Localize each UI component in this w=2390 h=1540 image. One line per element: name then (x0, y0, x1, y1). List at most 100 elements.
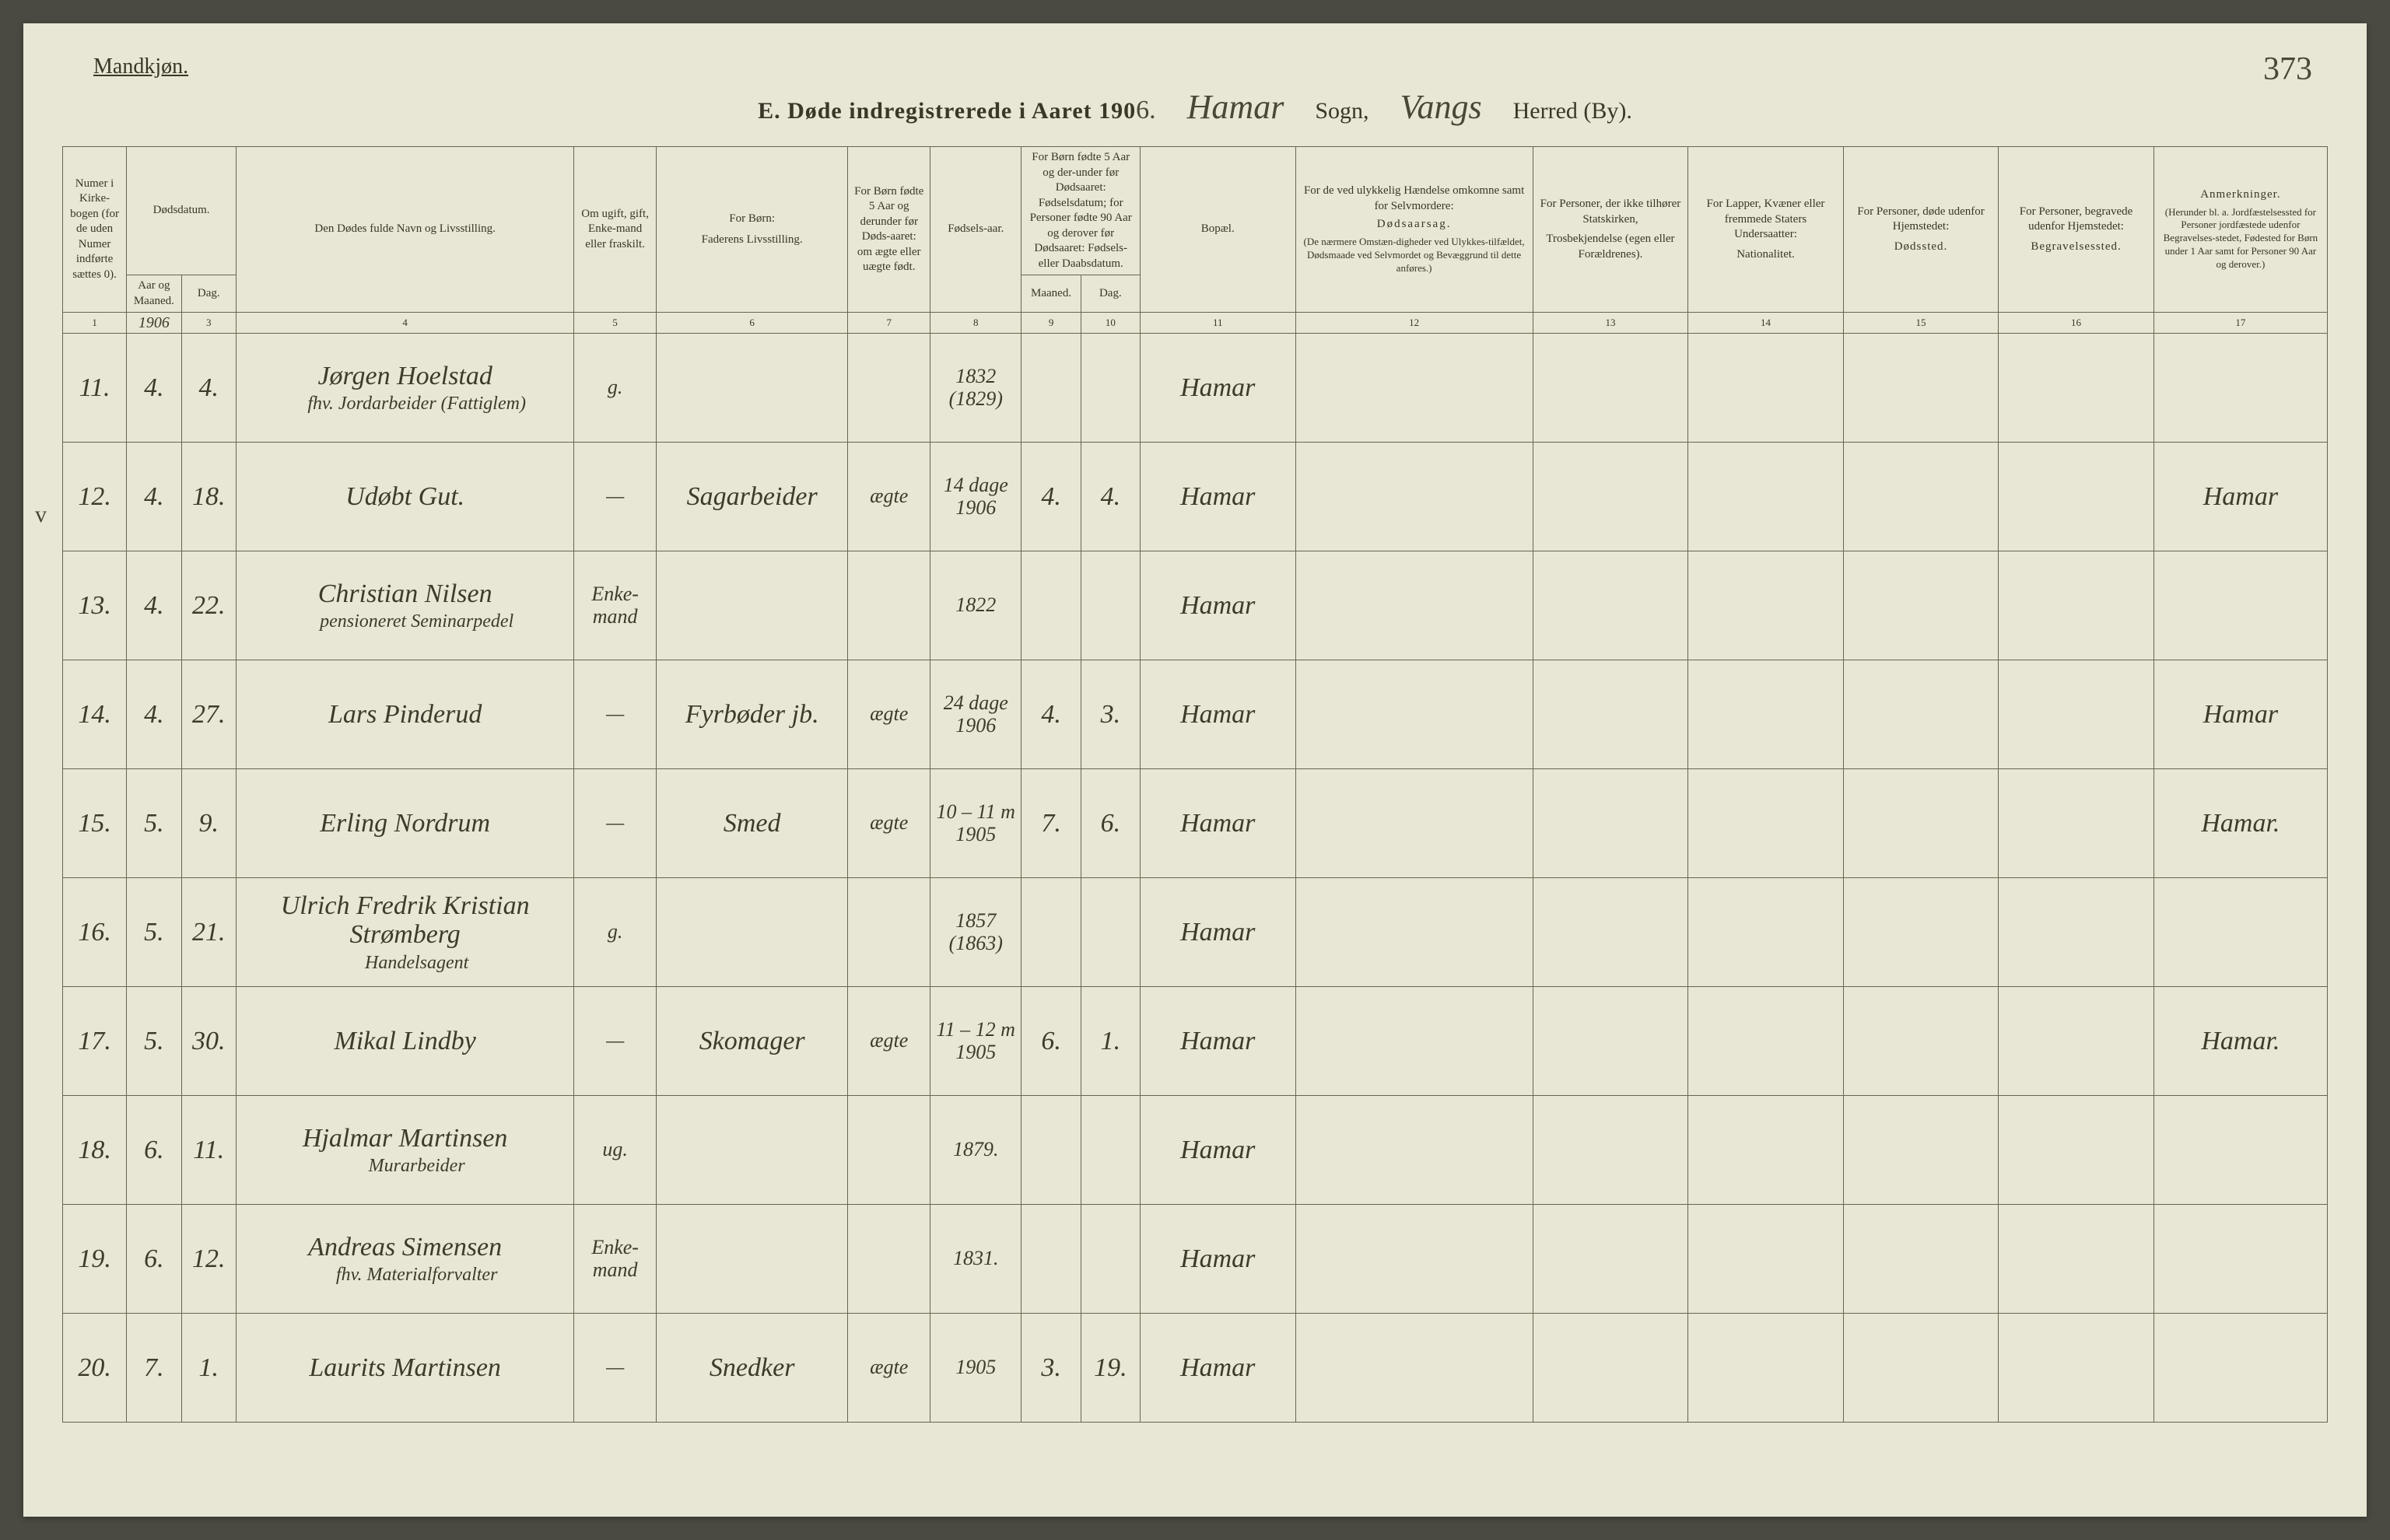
cell-status: — (574, 443, 657, 551)
cell-birth-month (1022, 1096, 1081, 1205)
coln-2: 1906 (127, 313, 181, 334)
cell-birthyear: 10 – 11 m1905 (930, 769, 1022, 878)
cell-father (656, 1205, 847, 1314)
cell-birth-month: 3. (1022, 1314, 1081, 1423)
cell-c15 (1843, 1096, 1999, 1205)
cell-c15 (1843, 551, 1999, 660)
cell-c17: Hamar (2153, 660, 2327, 769)
cell-num: 16. (63, 878, 127, 987)
coln-14: 14 (1688, 313, 1844, 334)
cell-c12 (1295, 1096, 1533, 1205)
h-c11: Bopæl. (1140, 147, 1295, 313)
cell-name: Ulrich Fredrik Kristian StrømbergHandels… (237, 878, 574, 987)
cell-c16 (1999, 1205, 2154, 1314)
cell-name: Lars Pinderud (237, 660, 574, 769)
cell-month: 5. (127, 769, 181, 878)
cell-c17 (2153, 1096, 2327, 1205)
cell-num: 20. (63, 1314, 127, 1423)
table-body: 11.4.4.Jørgen Hoelstadfhv. Jordarbeider … (63, 334, 2328, 1423)
cell-c17 (2153, 551, 2327, 660)
cell-c16 (1999, 443, 2154, 551)
h-c14: For Lapper, Kvæner eller fremmede Stater… (1688, 147, 1844, 313)
cell-c16 (1999, 1314, 2154, 1423)
h-c9: Maaned. (1022, 275, 1081, 313)
cell-place: Hamar (1140, 551, 1295, 660)
table-row: 13.4.22.Christian Nilsenpensioneret Semi… (63, 551, 2328, 660)
cell-birth-month: 4. (1022, 660, 1081, 769)
cell-legit: ægte (848, 987, 930, 1096)
cell-c12 (1295, 334, 1533, 443)
cell-c16 (1999, 334, 2154, 443)
cell-c14 (1688, 1096, 1844, 1205)
h-c1: Numer i Kirke-bogen (for de uden Numer i… (63, 147, 127, 313)
cell-c13 (1533, 1205, 1688, 1314)
cell-father: Smed (656, 769, 847, 878)
margin-mark: v (35, 502, 47, 528)
cell-month: 6. (127, 1096, 181, 1205)
cell-birthyear: 1831. (930, 1205, 1022, 1314)
cell-c12 (1295, 443, 1533, 551)
cell-c13 (1533, 1096, 1688, 1205)
cell-num: 17. (63, 987, 127, 1096)
cell-c15 (1843, 769, 1999, 878)
cell-birth-day (1081, 878, 1140, 987)
cell-c17: Hamar. (2153, 769, 2327, 878)
cell-status: — (574, 1314, 657, 1423)
column-number-row: 1 1906 3 4 5 6 7 8 9 10 11 12 13 14 15 1… (63, 313, 2328, 334)
cell-birth-month: 7. (1022, 769, 1081, 878)
cell-birth-month (1022, 551, 1081, 660)
coln-16: 16 (1999, 313, 2154, 334)
cell-c16 (1999, 987, 2154, 1096)
cell-c14 (1688, 660, 1844, 769)
cell-day: 9. (181, 769, 236, 878)
h-c17-top: Anmerkninger. (2159, 187, 2322, 203)
title-row: E. Døde indregistrerede i Aaret 1906. Ha… (62, 87, 2328, 127)
cell-c15 (1843, 660, 1999, 769)
cell-c14 (1688, 334, 1844, 443)
cell-c12 (1295, 769, 1533, 878)
cell-c14 (1688, 1205, 1844, 1314)
table-row: 14.4.27.Lars Pinderud—Fyrbøder jb.ægte24… (63, 660, 2328, 769)
cell-c13 (1533, 443, 1688, 551)
h-c6-bot: Faderens Livsstilling. (661, 233, 843, 248)
cell-c17 (2153, 334, 2327, 443)
h-c4: Den Dødes fulde Navn og Livsstilling. (237, 147, 574, 313)
cell-c12 (1295, 660, 1533, 769)
coln-7: 7 (848, 313, 930, 334)
cell-place: Hamar (1140, 443, 1295, 551)
h-c16-bot: Begravelsessted. (2003, 240, 2149, 255)
cell-num: 15. (63, 769, 127, 878)
cell-day: 27. (181, 660, 236, 769)
cell-birth-month: 4. (1022, 443, 1081, 551)
coln-12: 12 (1295, 313, 1533, 334)
register-table: Numer i Kirke-bogen (for de uden Numer i… (62, 146, 2328, 1423)
cell-c16 (1999, 769, 2154, 878)
cell-name: Jørgen Hoelstadfhv. Jordarbeider (Fattig… (237, 334, 574, 443)
title-main: E. Døde indregistrerede i Aaret 190 (758, 98, 1136, 124)
cell-birthyear: 1822 (930, 551, 1022, 660)
cell-c16 (1999, 878, 2154, 987)
cell-c13 (1533, 1314, 1688, 1423)
coln-11: 11 (1140, 313, 1295, 334)
cell-legit (848, 334, 930, 443)
cell-place: Hamar (1140, 878, 1295, 987)
cell-c16 (1999, 660, 2154, 769)
table-row: 20.7.1.Laurits Martinsen—Snedkerægte1905… (63, 1314, 2328, 1423)
cell-legit: ægte (848, 660, 930, 769)
cell-status: g. (574, 878, 657, 987)
h-c5: Om ugift, gift, Enke-mand eller fraskilt… (574, 147, 657, 313)
cell-name: Christian Nilsenpensioneret Seminarpedel (237, 551, 574, 660)
h-c3: Dag. (181, 275, 236, 313)
cell-birth-day (1081, 334, 1140, 443)
h-c13-bot: Trosbekjendelse (egen eller Forældrenes)… (1538, 232, 1684, 262)
cell-legit: ægte (848, 769, 930, 878)
cell-place: Hamar (1140, 334, 1295, 443)
h-c12-bot: (De nærmere Omstæn-digheder ved Ulykkes-… (1301, 236, 1528, 275)
cell-birth-day (1081, 551, 1140, 660)
cell-day: 4. (181, 334, 236, 443)
cell-father (656, 878, 847, 987)
cell-c14 (1688, 443, 1844, 551)
cell-month: 4. (127, 443, 181, 551)
cell-month: 4. (127, 334, 181, 443)
cell-status: — (574, 987, 657, 1096)
